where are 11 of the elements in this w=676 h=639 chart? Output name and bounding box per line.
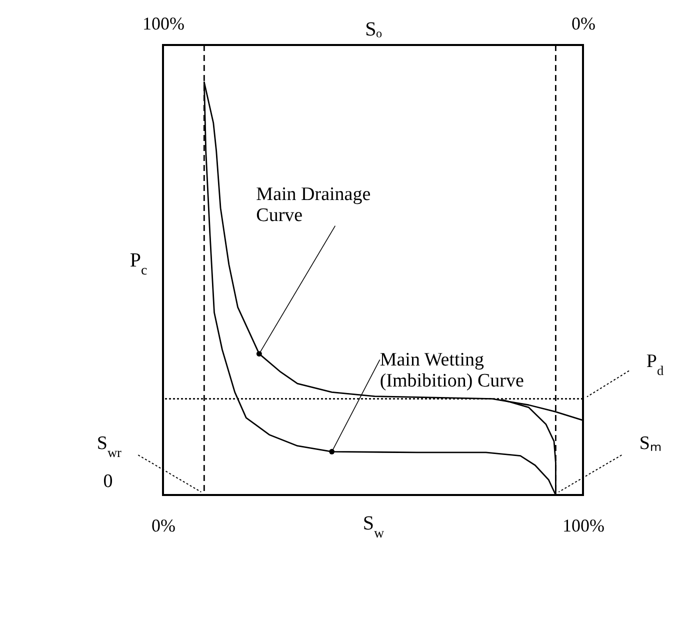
x-axis-title: S$_{w}$: [362, 512, 385, 541]
x2-tick-label: 0%: [572, 14, 596, 34]
ref-line-label: Sₘ: [639, 433, 662, 454]
text: 0: [103, 471, 113, 492]
ref-line-label: S$_{wr}$: [96, 433, 122, 460]
ref-line-label: P$_{d}$: [646, 350, 664, 378]
annotation: Main Drainage Curve: [256, 184, 371, 226]
x2-tick-label: 100%: [142, 14, 184, 34]
y-axis-title: P$_{c}$: [130, 250, 148, 278]
annotation: Main Wetting (Imbibition) Curve: [380, 350, 524, 392]
x2-axis-title: Sₒ: [365, 18, 382, 40]
